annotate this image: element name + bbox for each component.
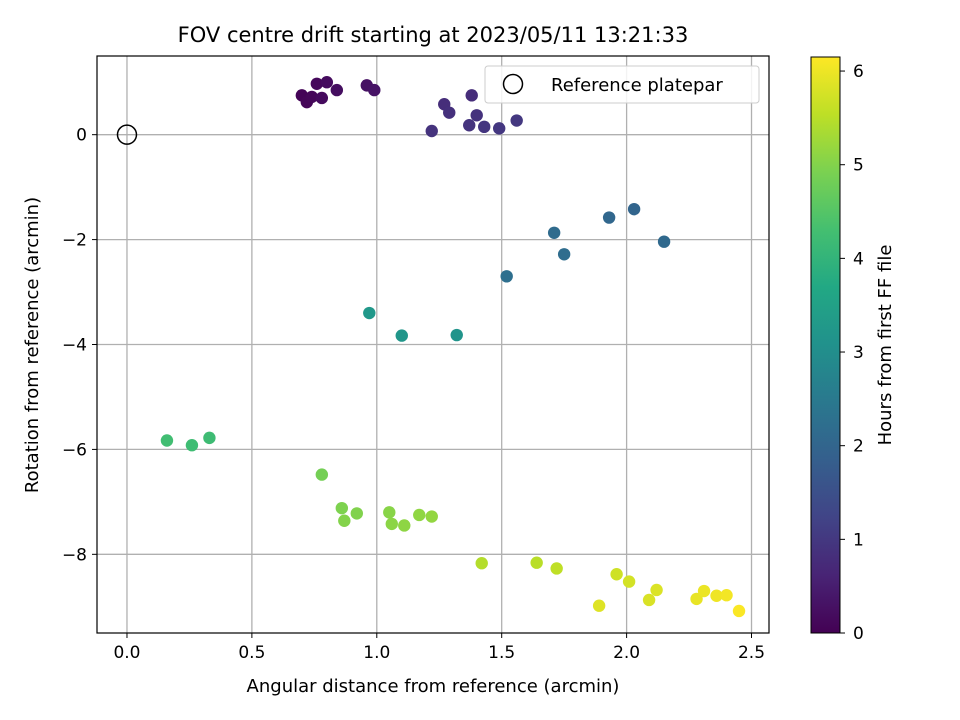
scatter-point bbox=[368, 83, 381, 97]
scatter-point bbox=[478, 120, 491, 134]
scatter-point bbox=[500, 270, 513, 283]
x-tick-label: 0.0 bbox=[113, 643, 140, 663]
scatter-point bbox=[425, 124, 438, 138]
scatter-point bbox=[310, 77, 324, 91]
scatter-point bbox=[338, 514, 351, 527]
colorbar-tick-label: 4 bbox=[853, 249, 864, 269]
y-tick-label: −6 bbox=[62, 440, 87, 460]
legend-box bbox=[484, 65, 760, 104]
scatter-point bbox=[450, 328, 463, 342]
scatter-point bbox=[475, 557, 488, 570]
colorbar-bar bbox=[810, 56, 841, 634]
scatter-point bbox=[530, 556, 543, 569]
reference-point bbox=[116, 124, 138, 145]
x-axis-label: Angular distance from reference (arcmin) bbox=[247, 676, 620, 697]
scatter-point bbox=[710, 589, 723, 602]
y-tick-label: −4 bbox=[62, 336, 87, 356]
scatter-point bbox=[550, 562, 563, 575]
scatter-point bbox=[385, 517, 398, 531]
scatter-point bbox=[443, 106, 456, 119]
scatter-point bbox=[363, 306, 376, 320]
y-tick-label: −8 bbox=[62, 545, 87, 565]
scatter-point bbox=[465, 89, 478, 102]
scatter-point bbox=[493, 122, 506, 135]
scatter-point bbox=[697, 584, 711, 598]
grid bbox=[97, 56, 769, 633]
scatter-point bbox=[395, 329, 408, 342]
y-axis-label: Rotation from reference (arcmin) bbox=[22, 197, 43, 493]
colorbar-tick-label: 3 bbox=[853, 343, 864, 363]
colorbar-tick-label: 0 bbox=[853, 624, 864, 644]
legend: Reference platepar bbox=[484, 65, 760, 104]
scatter-point bbox=[657, 235, 671, 248]
colorbar: 0 1 2 3 4 5 6 bbox=[810, 56, 864, 644]
colorbar-tick-label: 5 bbox=[853, 156, 864, 176]
x-tick-label: 2.0 bbox=[613, 643, 640, 663]
legend-marker bbox=[502, 73, 524, 95]
x-tick-label: 1.5 bbox=[488, 643, 515, 663]
scatter-point bbox=[557, 248, 571, 261]
scatter-point bbox=[642, 593, 656, 607]
colorbar-tick-label: 1 bbox=[853, 530, 864, 550]
scatter-point bbox=[320, 76, 334, 89]
axes: 0.0 0.5 1.0 1.5 2.0 2.5 −8 −6 −4 −2 0 bbox=[62, 55, 770, 663]
scatter-point bbox=[592, 599, 606, 612]
scatter-point bbox=[305, 90, 319, 104]
scatter-point bbox=[650, 583, 663, 597]
y-tick-label: 0 bbox=[76, 126, 87, 146]
legend-label: Reference platepar bbox=[551, 75, 723, 96]
scatter-point bbox=[315, 468, 329, 481]
x-tick-label: 2.5 bbox=[738, 643, 765, 663]
scatter-point bbox=[350, 507, 364, 520]
scatter-point bbox=[413, 508, 426, 522]
x-tick-label: 1.0 bbox=[363, 643, 390, 663]
colorbar-tick-label: 2 bbox=[853, 437, 864, 457]
scatter-point bbox=[185, 439, 199, 452]
scatter-point bbox=[622, 575, 636, 588]
scatter-point bbox=[602, 211, 616, 224]
x-tick-label: 0.5 bbox=[238, 643, 265, 663]
scatter-point bbox=[203, 431, 216, 445]
scatter-point bbox=[160, 434, 174, 447]
scatter-point bbox=[383, 506, 396, 519]
colorbar-tick-label: 6 bbox=[853, 62, 864, 82]
scatter-point bbox=[463, 119, 476, 132]
scatter-point bbox=[732, 604, 746, 618]
scatter-point bbox=[315, 91, 329, 105]
chart-title: FOV centre drift starting at 2023/05/11 … bbox=[178, 23, 689, 47]
scatter-point bbox=[720, 589, 733, 602]
scatter-point bbox=[425, 510, 438, 523]
scatter-points bbox=[116, 76, 746, 618]
colorbar-label: Hours from first FF file bbox=[875, 245, 896, 446]
scatter-point bbox=[398, 519, 411, 532]
scatter-point bbox=[547, 226, 561, 239]
scatter-point bbox=[335, 501, 349, 515]
scatter-point bbox=[627, 202, 641, 216]
scatter-point bbox=[330, 83, 344, 97]
y-tick-label: −2 bbox=[62, 231, 87, 251]
scatter-point bbox=[470, 109, 483, 122]
scatter-point bbox=[610, 568, 623, 581]
scatter-point bbox=[510, 114, 523, 127]
scatter-point bbox=[690, 592, 703, 606]
